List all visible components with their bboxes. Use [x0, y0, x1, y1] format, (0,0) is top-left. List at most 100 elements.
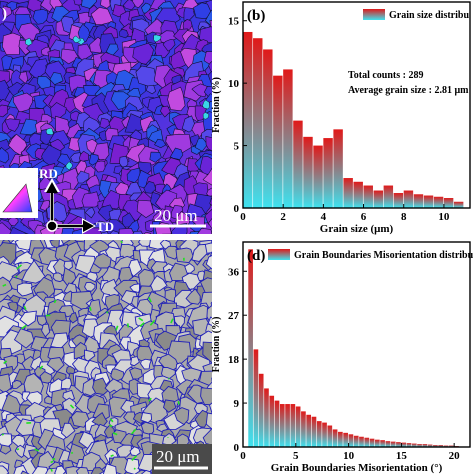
- grain: [119, 155, 129, 168]
- grain: [4, 118, 21, 132]
- grain: [52, 272, 64, 283]
- grain: [24, 37, 33, 46]
- grain: [149, 151, 162, 163]
- grain: [60, 422, 76, 439]
- grain: [0, 465, 10, 474]
- grain: [14, 240, 34, 251]
- bar: [353, 181, 363, 208]
- bar: [269, 395, 275, 447]
- grain: [191, 83, 208, 98]
- grain: [191, 243, 208, 262]
- grain: [210, 452, 212, 463]
- bar: [316, 421, 322, 447]
- bar: [258, 373, 264, 447]
- bar: [380, 440, 385, 447]
- green-boundary: [112, 432, 118, 436]
- grain: [19, 310, 37, 327]
- bar: [306, 414, 312, 447]
- green-boundary: [34, 448, 40, 452]
- grain: [205, 136, 212, 152]
- green-boundary: [177, 401, 180, 405]
- grain: [2, 5, 13, 19]
- bar: [406, 443, 412, 447]
- grain: [7, 216, 19, 227]
- green-boundary: [126, 323, 130, 328]
- annotation: Total counts : 289: [348, 70, 423, 81]
- legend-swatch: [268, 249, 290, 260]
- grain: [84, 207, 96, 219]
- grain: [210, 301, 212, 307]
- y-axis-label: Fraction (%): [211, 317, 222, 373]
- grain: [215, 430, 224, 440]
- green-boundary: [133, 467, 136, 470]
- grain: [173, 407, 190, 426]
- grain: [50, 332, 69, 349]
- green-boundary: [120, 240, 123, 244]
- bar: [253, 349, 259, 447]
- bar: [374, 439, 380, 447]
- grain: [21, 259, 47, 284]
- scale-bar-a-label: 20 μm: [154, 206, 198, 225]
- y-tick-label: 0: [234, 442, 240, 454]
- grain: [0, 146, 10, 164]
- grain: [143, 231, 152, 234]
- grain: [73, 0, 83, 6]
- green-boundary: [23, 305, 27, 311]
- bar: [413, 194, 424, 208]
- grain: [208, 218, 212, 230]
- grain: [143, 181, 157, 194]
- panel-a-label: ): [2, 6, 7, 22]
- green-boundary: [39, 365, 44, 370]
- green-boundary: [3, 360, 8, 365]
- green-boundary: [1, 433, 5, 436]
- panel-label: (d): [247, 248, 265, 264]
- green-boundary: [52, 457, 56, 461]
- bar: [403, 190, 414, 208]
- grain: [68, 312, 78, 324]
- y-tick-label: 5: [234, 141, 240, 153]
- grain: [202, 341, 212, 364]
- bar: [396, 442, 401, 447]
- grain: [197, 227, 212, 234]
- green-boundary: [16, 448, 20, 451]
- rd-td-axes: [44, 178, 96, 234]
- grain: [202, 111, 210, 120]
- legend-label: Grain size distribu: [389, 10, 469, 21]
- bar: [295, 406, 301, 447]
- green-boundary: [50, 460, 54, 464]
- x-tick-label: 2: [280, 211, 286, 223]
- bar: [438, 445, 444, 447]
- plot-frame: [242, 241, 471, 448]
- bar: [417, 444, 422, 447]
- grain: [0, 222, 13, 234]
- grain: [46, 357, 65, 373]
- y-tick-label: 36: [228, 266, 240, 278]
- bar: [443, 445, 449, 447]
- x-tick-label: 10: [438, 211, 450, 223]
- green-boundary: [170, 318, 174, 324]
- grain: [162, 39, 176, 52]
- grain: [154, 138, 167, 149]
- green-boundary: [149, 319, 156, 326]
- grain: [162, 399, 177, 413]
- bar: [283, 69, 293, 208]
- legend-label: Grain Boundaries Misorientation distribu: [294, 250, 474, 261]
- grain: [41, 323, 51, 338]
- x-tick-label: 6: [361, 211, 367, 223]
- green-boundary: [16, 264, 23, 270]
- grain: [76, 170, 90, 184]
- bar: [338, 431, 343, 447]
- grain: [72, 35, 82, 43]
- grain: [92, 377, 109, 395]
- bar: [423, 195, 434, 208]
- green-boundary: [115, 325, 119, 331]
- bar: [433, 196, 444, 208]
- grain: [0, 444, 12, 455]
- green-boundary: [50, 468, 53, 472]
- grain: [31, 466, 50, 474]
- grain: [49, 72, 64, 85]
- grain: [100, 0, 111, 9]
- grain: [205, 412, 212, 430]
- grain: [153, 34, 162, 43]
- bar: [422, 444, 428, 447]
